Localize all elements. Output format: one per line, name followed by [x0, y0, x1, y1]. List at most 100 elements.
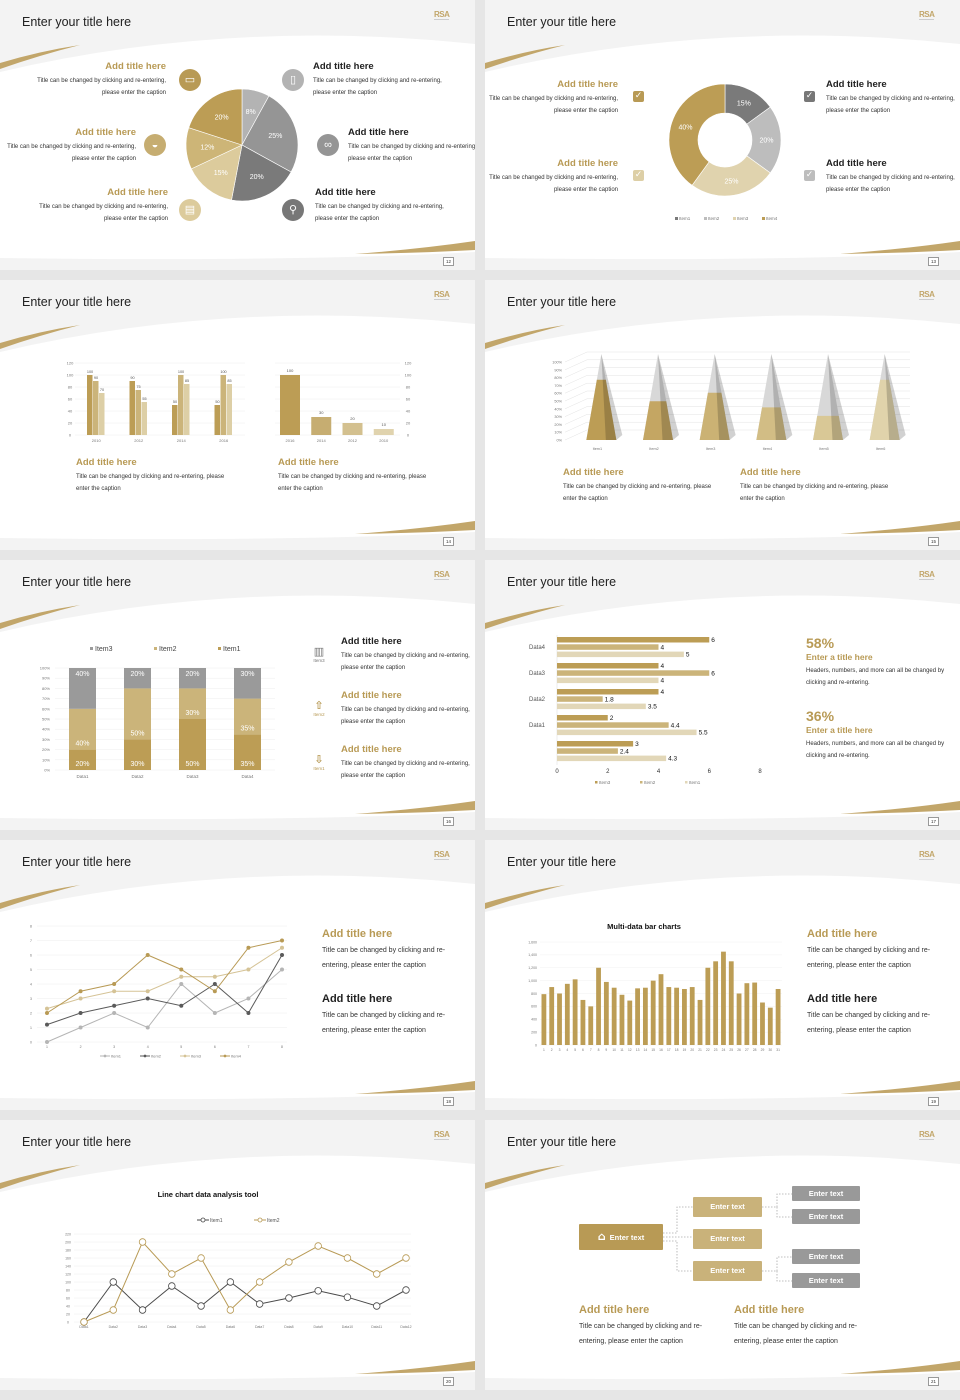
item-title: Add title here	[348, 127, 409, 138]
bar	[557, 637, 710, 643]
item-caption: Title can be changed by clicking and re-…	[489, 175, 618, 193]
data-point	[45, 1022, 50, 1027]
data-point	[373, 1302, 381, 1310]
item-title: Add title here	[557, 79, 618, 90]
bar	[713, 961, 719, 1045]
x-tick-label: Data4	[167, 1325, 176, 1329]
bar-segment	[179, 688, 206, 719]
slide-title: Enter your title here	[22, 1135, 132, 1149]
slide-18[interactable]: 0 1 2 3 4 5 6 7 8 1 2 3 4 5 6 7 8 Item1 Item2 Item3 Item4 En…	[0, 840, 475, 1110]
tree-leaf[interactable]: Enter text	[792, 1273, 860, 1288]
slide-14[interactable]: 0 20 40 60 80 100 120 2010 100 90 70 2012 90 75 55 2014…	[0, 280, 475, 550]
bar-value-label: 3	[635, 741, 639, 748]
y-tick-label: 70%	[554, 384, 562, 388]
checkbox-icon[interactable]: ✓	[633, 91, 644, 102]
bar	[141, 402, 147, 435]
x-tick-label: 2016	[219, 438, 229, 443]
data-point	[255, 1300, 264, 1308]
text-block: Add title here Title can be changed by cl…	[563, 467, 723, 505]
bar	[760, 1002, 765, 1045]
bar-value-label: 20	[350, 416, 355, 421]
item-title: Add title here	[579, 1304, 650, 1316]
y-tick-label: 0	[67, 1320, 69, 1324]
tree-root-node[interactable]: ⌂ Enter text	[579, 1224, 663, 1250]
bar-segment	[69, 668, 96, 709]
slide-16[interactable]: 0% 10% 20% 30% 40% 50% 60% 70% 80% 90% 100% 20% 40% 4…	[0, 560, 475, 830]
slice-label: 40%	[679, 125, 693, 132]
text-block: Add title here Title can be changed by cl…	[36, 61, 166, 99]
pyramid-shade	[828, 354, 849, 440]
y-tick-label: 120	[65, 1272, 71, 1276]
checkbox-icon[interactable]: ✓	[804, 91, 815, 102]
slide-12[interactable]: 8% 25% 20% 15% 12% 20% Enter your title here …	[0, 0, 475, 270]
y-tick-label: 40	[68, 409, 73, 414]
legend-label: Item3	[191, 1054, 202, 1059]
item-caption: Title can be changed by clicking and re-…	[579, 1323, 703, 1345]
text-block: Add title here Title can be changed by cl…	[341, 744, 471, 782]
x-tick-label: 2012	[134, 438, 144, 443]
y-tick-label: 8	[30, 924, 32, 928]
tree-node[interactable]: Enter text	[693, 1261, 762, 1281]
slide-21[interactable]: Enter your title here RSA ⌂ Enter text En…	[485, 1120, 960, 1390]
stat-caption: Headers, numbers, and more can all be ch…	[806, 668, 945, 686]
y-tick-label: 3	[30, 997, 32, 1001]
tree-node[interactable]: Enter text	[693, 1197, 762, 1217]
data-point	[197, 1254, 205, 1262]
bar	[728, 961, 734, 1045]
x-tick-label: Data2	[131, 774, 144, 779]
slide-19[interactable]: Multi-data bar charts 0 200 400 600 800 1,000 1…	[485, 840, 960, 1110]
tree-leaf[interactable]: Enter text	[792, 1209, 860, 1224]
gridline	[564, 406, 910, 417]
data-point	[402, 1286, 410, 1294]
legend-marker	[143, 1054, 147, 1058]
icon-glyph: ⇧	[314, 699, 324, 712]
slice-label: 15%	[214, 170, 228, 177]
x-tick-label: 2014	[317, 438, 327, 443]
slide-20[interactable]: Line chart data analysis tool 0 20 40 60 80 10…	[0, 1120, 475, 1390]
item-title: Add title here	[740, 467, 801, 478]
chart-title: Multi-data bar charts	[607, 922, 681, 931]
y-tick-label: 140	[65, 1264, 71, 1268]
bar-value-label: 4	[661, 663, 665, 670]
checkbox-icon[interactable]: ✓	[804, 170, 815, 181]
bar	[178, 375, 184, 435]
car-icon: ◒	[144, 134, 166, 156]
y-tick-label: 40%	[42, 727, 50, 732]
bar	[342, 423, 363, 435]
text-block: Add title here Title can be changed by cl…	[348, 127, 475, 165]
logo: RSA	[919, 10, 935, 20]
bar-value-label: 90	[94, 376, 98, 380]
bar-value-label: 6	[711, 670, 715, 677]
item-caption: Title can be changed by clicking and re-…	[37, 78, 166, 96]
data-point	[212, 981, 217, 986]
checkbox-icon[interactable]: ✓	[633, 170, 644, 181]
data-point	[314, 1242, 322, 1250]
data-point	[78, 1025, 83, 1030]
x-tick-label: 7	[590, 1048, 592, 1052]
bar	[557, 715, 608, 721]
legend-label: Item1	[223, 646, 241, 653]
slide-15[interactable]: 0% 10% 20% 30% 40% 50% 60% 70% 80% 90% 100% Item1 It…	[485, 280, 960, 550]
tree-node[interactable]: Enter text	[693, 1229, 762, 1249]
text-block: Add title here Title can be changed by cl…	[807, 993, 947, 1038]
icon-glyph: ⇩	[314, 753, 324, 766]
icon-label: Item1	[313, 766, 325, 771]
legend-swatch	[640, 781, 643, 784]
x-tick-label: 11	[620, 1048, 624, 1052]
legend-label: Item2	[644, 780, 656, 785]
x-tick-label: 2	[606, 769, 610, 775]
legend-label: Item2	[708, 216, 720, 221]
bar	[129, 381, 135, 435]
phone-icon: ▯	[282, 69, 304, 91]
slide-13[interactable]: 15% 20% 25% 40% Item1 Item2 Item3 Item4 Enter y…	[485, 0, 960, 270]
tree-leaf[interactable]: Enter text	[792, 1186, 860, 1201]
y-tick-label: 0	[407, 433, 410, 438]
gridline	[564, 375, 910, 386]
tree-leaf[interactable]: Enter text	[792, 1249, 860, 1264]
bar	[280, 375, 300, 435]
slide-17[interactable]: 0 2 4 6 8 Data4 6 4 5 Data3 4 6 4 Data2 4 1.8 3.5 Data1 2 4…	[485, 560, 960, 830]
item-caption: Title can be changed by clicking and re-…	[807, 1012, 931, 1034]
x-tick-label: 1	[46, 1045, 48, 1049]
legend-swatch	[704, 217, 707, 220]
upload-icon: ⇧ Item2	[310, 700, 328, 718]
